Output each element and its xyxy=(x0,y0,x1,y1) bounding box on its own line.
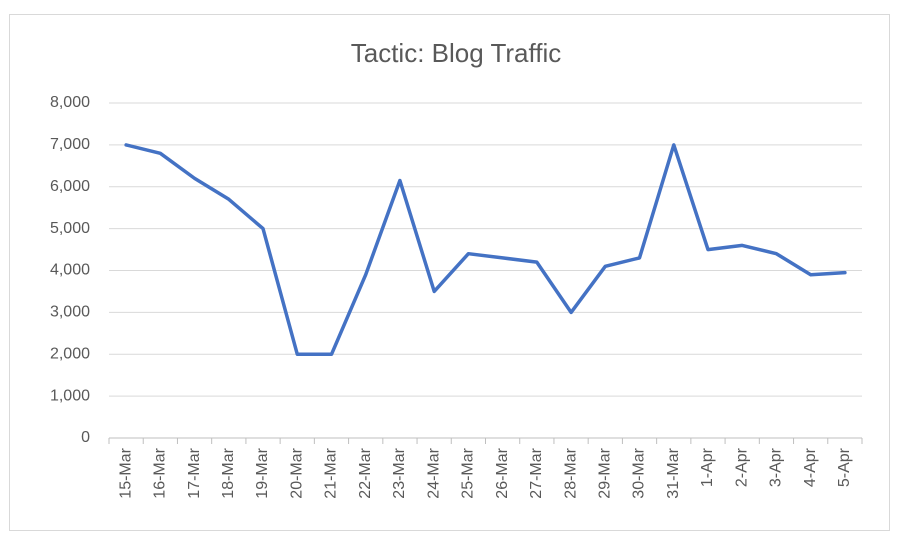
x-tick-label: 5-Apr xyxy=(836,447,853,487)
x-tick-label: 25-Mar xyxy=(460,447,477,498)
y-tick-label: 2,000 xyxy=(50,345,90,362)
y-tick-label: 8,000 xyxy=(50,94,90,111)
x-tick-label: 26-Mar xyxy=(494,447,511,498)
y-tick-label: 7,000 xyxy=(50,136,90,153)
x-tick-label: 31-Mar xyxy=(665,447,682,498)
x-tick-label: 1-Apr xyxy=(699,447,716,487)
chart-title: Tactic: Blog Traffic xyxy=(351,38,562,68)
y-tick-label: 0 xyxy=(81,429,90,446)
x-tick-label: 3-Apr xyxy=(768,447,785,487)
x-tick-label: 19-Mar xyxy=(254,447,271,498)
x-tick-label: 24-Mar xyxy=(425,447,442,498)
y-tick-label: 4,000 xyxy=(50,262,90,279)
x-tick-label: 30-Mar xyxy=(631,447,648,498)
x-tick-label: 18-Mar xyxy=(220,447,237,498)
x-tick-label: 27-Mar xyxy=(528,447,545,498)
x-tick-label: 2-Apr xyxy=(733,447,750,487)
x-tick-label: 20-Mar xyxy=(288,447,305,498)
y-tick-label: 5,000 xyxy=(50,220,90,237)
line-series xyxy=(124,143,847,357)
x-tick-label: 23-Mar xyxy=(391,447,408,498)
y-tick-label: 3,000 xyxy=(50,304,90,321)
y-tick-label: 6,000 xyxy=(50,178,90,195)
x-tick-label: 21-Mar xyxy=(323,447,340,498)
x-tick-label: 22-Mar xyxy=(357,447,374,498)
x-tick-label: 16-Mar xyxy=(152,447,169,498)
x-tick-label: 4-Apr xyxy=(802,447,819,487)
x-tick-label: 15-Mar xyxy=(117,447,134,498)
x-tick-label: 28-Mar xyxy=(562,447,579,498)
x-tick-label: 29-Mar xyxy=(597,447,614,498)
x-tick-label: 17-Mar xyxy=(186,447,203,498)
y-tick-label: 1,000 xyxy=(50,387,90,404)
